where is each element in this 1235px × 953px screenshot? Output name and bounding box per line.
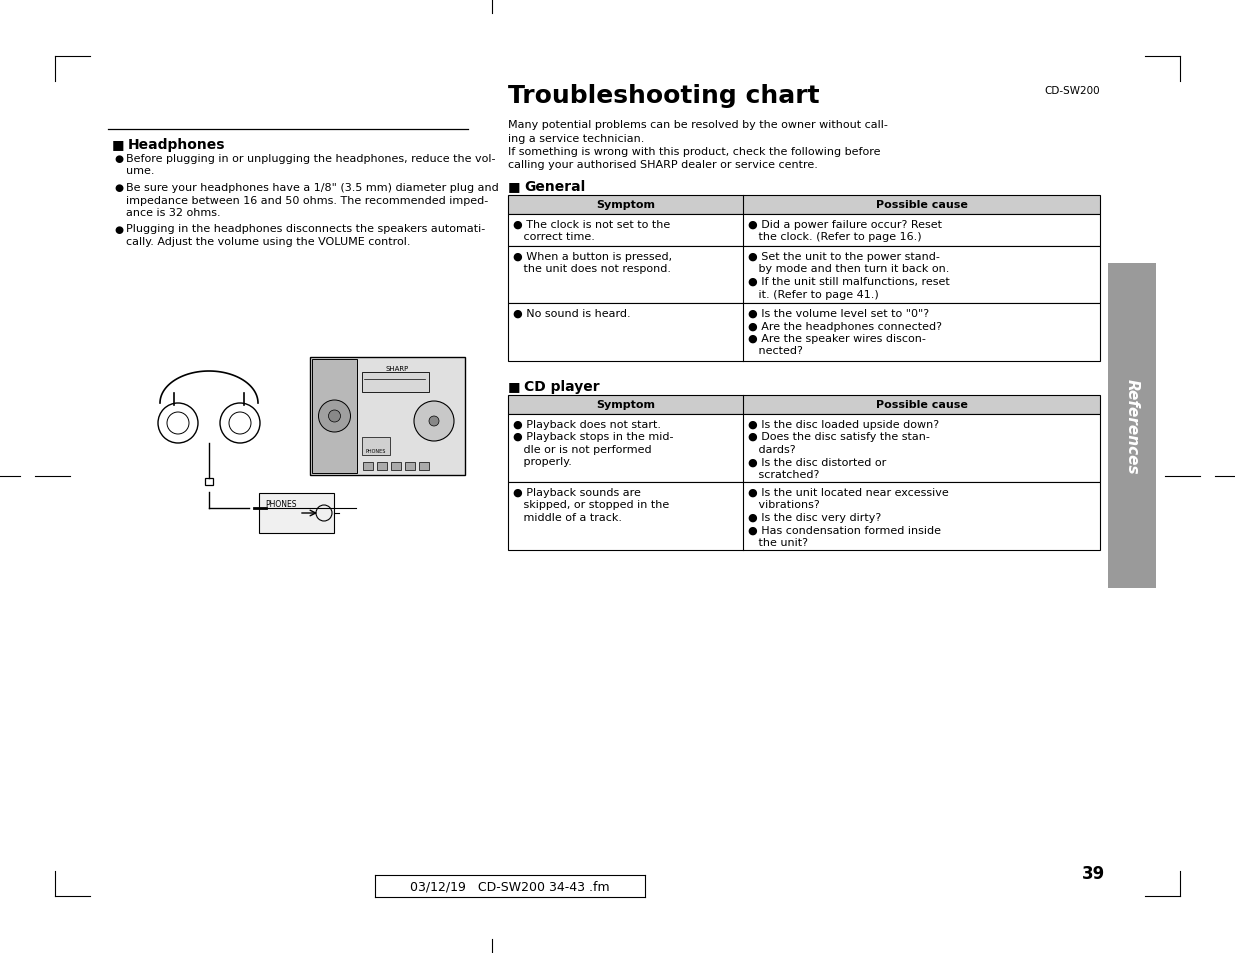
Text: it. (Refer to page 41.): it. (Refer to page 41.) <box>748 289 879 299</box>
Text: the unit does not respond.: the unit does not respond. <box>513 264 671 274</box>
Text: ● Is the disc very dirty?: ● Is the disc very dirty? <box>748 513 882 522</box>
Bar <box>259 494 333 534</box>
Text: ● Playback does not start.: ● Playback does not start. <box>513 419 661 430</box>
Bar <box>508 247 1100 304</box>
Text: Many potential problems can be resolved by the owner without call-: Many potential problems can be resolved … <box>508 120 888 130</box>
Text: Possible cause: Possible cause <box>876 400 967 410</box>
Text: by mode and then turn it back on.: by mode and then turn it back on. <box>748 264 950 274</box>
Text: ● When a button is pressed,: ● When a button is pressed, <box>513 252 672 262</box>
Text: SHARP: SHARP <box>385 366 409 372</box>
Text: ● The clock is not set to the: ● The clock is not set to the <box>513 220 671 230</box>
Text: ● Set the unit to the power stand-: ● Set the unit to the power stand- <box>748 252 940 262</box>
Text: ● Are the headphones connected?: ● Are the headphones connected? <box>748 321 942 331</box>
Text: dards?: dards? <box>748 444 795 455</box>
Text: cally. Adjust the volume using the VOLUME control.: cally. Adjust the volume using the VOLUM… <box>126 236 410 247</box>
Text: nected?: nected? <box>748 346 803 356</box>
Text: ●: ● <box>114 153 124 164</box>
Text: Headphones: Headphones <box>128 138 226 152</box>
Bar <box>508 415 1100 482</box>
Bar <box>508 195 1100 214</box>
Bar <box>363 462 373 471</box>
Text: skipped, or stopped in the: skipped, or stopped in the <box>513 500 669 510</box>
Text: CD-SW200: CD-SW200 <box>1045 86 1100 96</box>
Text: scratched?: scratched? <box>748 470 819 479</box>
Text: ■: ■ <box>508 379 520 393</box>
Text: ● Is the unit located near excessive: ● Is the unit located near excessive <box>748 488 948 497</box>
Text: calling your authorised SHARP dealer or service centre.: calling your authorised SHARP dealer or … <box>508 160 818 171</box>
Text: properly.: properly. <box>513 457 572 467</box>
Text: Symptom: Symptom <box>597 200 655 211</box>
Circle shape <box>414 401 454 441</box>
Text: ● Has condensation formed inside: ● Has condensation formed inside <box>748 525 941 535</box>
Text: If something is wrong with this product, check the following before: If something is wrong with this product,… <box>508 147 881 157</box>
Text: ance is 32 ohms.: ance is 32 ohms. <box>126 208 221 218</box>
Text: ● Does the disc satisfy the stan-: ● Does the disc satisfy the stan- <box>748 432 930 442</box>
Text: Possible cause: Possible cause <box>876 200 967 211</box>
Text: impedance between 16 and 50 ohms. The recommended imped-: impedance between 16 and 50 ohms. The re… <box>126 195 488 205</box>
Bar <box>205 478 212 485</box>
Text: ● Playback sounds are: ● Playback sounds are <box>513 488 641 497</box>
Text: ● If the unit still malfunctions, reset: ● If the unit still malfunctions, reset <box>748 276 950 287</box>
Text: CD player: CD player <box>524 379 600 394</box>
Text: 39: 39 <box>1082 864 1105 882</box>
Bar <box>508 304 1100 361</box>
Text: ing a service technician.: ing a service technician. <box>508 133 645 143</box>
Text: PHONES: PHONES <box>266 499 296 509</box>
Bar <box>419 462 429 471</box>
Text: ●: ● <box>114 224 124 234</box>
Text: ● Is the volume level set to "0"?: ● Is the volume level set to "0"? <box>748 309 929 318</box>
Text: ume.: ume. <box>126 167 154 176</box>
Text: Before plugging in or unplugging the headphones, reduce the vol-: Before plugging in or unplugging the hea… <box>126 153 495 164</box>
Bar <box>312 359 357 474</box>
Text: PHONES: PHONES <box>366 449 387 454</box>
Circle shape <box>319 400 351 433</box>
Bar <box>1108 264 1156 588</box>
Bar <box>508 395 1100 415</box>
Text: ● Did a power failure occur? Reset: ● Did a power failure occur? Reset <box>748 220 942 230</box>
Circle shape <box>329 411 341 422</box>
Text: correct time.: correct time. <box>513 233 595 242</box>
Bar <box>377 462 387 471</box>
Text: ● No sound is heard.: ● No sound is heard. <box>513 309 631 318</box>
Text: dle or is not performed: dle or is not performed <box>513 444 652 455</box>
Bar <box>310 357 466 476</box>
Text: Troubleshooting chart: Troubleshooting chart <box>508 84 820 108</box>
Text: ● Is the disc loaded upside down?: ● Is the disc loaded upside down? <box>748 419 939 430</box>
Text: Be sure your headphones have a 1/8" (3.5 mm) diameter plug and: Be sure your headphones have a 1/8" (3.5… <box>126 183 499 193</box>
Text: 03/12/19   CD-SW200 34-43 .fm: 03/12/19 CD-SW200 34-43 .fm <box>410 880 610 893</box>
Text: References: References <box>1125 378 1140 474</box>
Text: the clock. (Refer to page 16.): the clock. (Refer to page 16.) <box>748 233 921 242</box>
Text: ● Playback stops in the mid-: ● Playback stops in the mid- <box>513 432 673 442</box>
Bar <box>508 482 1100 551</box>
Text: Symptom: Symptom <box>597 400 655 410</box>
Text: ● Are the speaker wires discon-: ● Are the speaker wires discon- <box>748 334 926 344</box>
Text: ■: ■ <box>112 138 125 151</box>
Bar <box>362 373 429 393</box>
Text: General: General <box>524 180 585 193</box>
Bar <box>362 437 390 456</box>
Circle shape <box>429 416 438 427</box>
Text: ■: ■ <box>508 180 520 193</box>
Bar <box>508 214 1100 247</box>
Text: Plugging in the headphones disconnects the speakers automati-: Plugging in the headphones disconnects t… <box>126 224 485 234</box>
Bar <box>391 462 401 471</box>
Text: the unit?: the unit? <box>748 537 808 547</box>
Bar <box>405 462 415 471</box>
Text: vibrations?: vibrations? <box>748 500 820 510</box>
Text: ●: ● <box>114 183 124 193</box>
Text: middle of a track.: middle of a track. <box>513 513 622 522</box>
Text: ● Is the disc distorted or: ● Is the disc distorted or <box>748 457 887 467</box>
